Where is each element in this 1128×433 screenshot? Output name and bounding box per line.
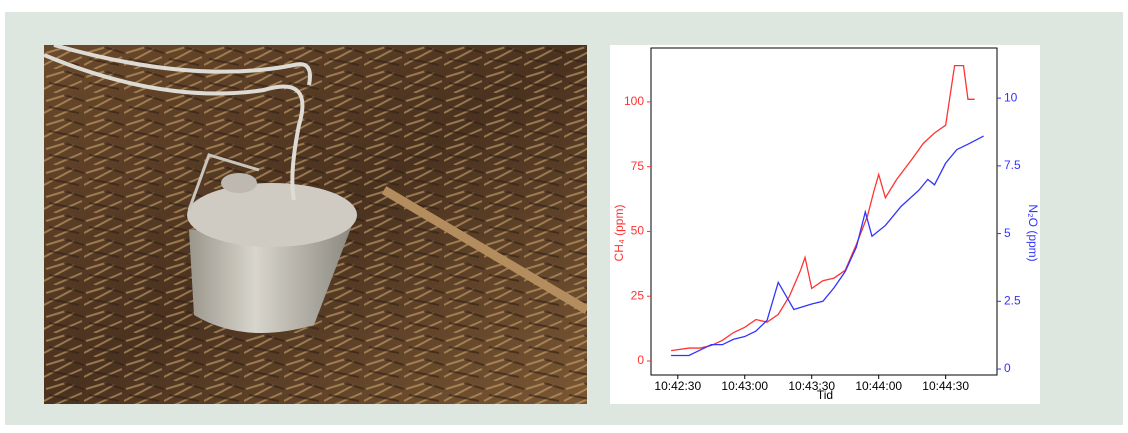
stick bbox=[381, 186, 587, 314]
series-line bbox=[670, 64, 975, 352]
x-tick-label: 10:44:30 bbox=[922, 379, 969, 393]
y-tick-label: 25 bbox=[631, 288, 645, 302]
y2-tick-label: 0 bbox=[1004, 361, 1011, 375]
y2-axis-label: N₂O (ppm) bbox=[1026, 204, 1040, 261]
x-tick-label: 10:43:30 bbox=[788, 379, 835, 393]
pot-body bbox=[189, 220, 354, 333]
pot-cap bbox=[221, 173, 257, 193]
y-tick-label: 100 bbox=[624, 94, 644, 108]
cable bbox=[44, 45, 312, 201]
y2-tick-label: 5 bbox=[1004, 226, 1011, 240]
y2-tick-label: 7.5 bbox=[1004, 158, 1021, 172]
y2-tick-label: 2.5 bbox=[1004, 293, 1021, 307]
y2-tick-label: 10 bbox=[1004, 90, 1018, 104]
chart: Tid CH₄ (ppm) N₂O (ppm) 10:42:30 10:43:00… bbox=[610, 45, 1040, 404]
x-tick-label: 10:43:00 bbox=[721, 379, 768, 393]
y-tick-label: 0 bbox=[637, 353, 644, 367]
y-axis-label: CH₄ (ppm) bbox=[612, 205, 626, 262]
x-tick-label: 10:44:00 bbox=[855, 379, 902, 393]
x-tick-label: 10:42:30 bbox=[654, 379, 701, 393]
y-tick-label: 75 bbox=[631, 159, 645, 173]
y-tick-label: 50 bbox=[631, 224, 645, 238]
handle bbox=[187, 153, 260, 211]
photo bbox=[44, 45, 587, 404]
x-axis-label: Tid bbox=[817, 388, 833, 402]
plot-frame bbox=[650, 47, 998, 376]
series-line bbox=[671, 135, 984, 357]
pot-lid bbox=[187, 183, 357, 247]
